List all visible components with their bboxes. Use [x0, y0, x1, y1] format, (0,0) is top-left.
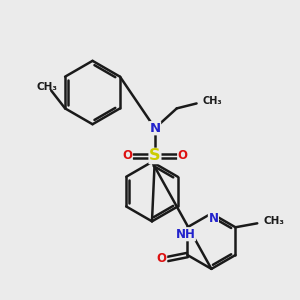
Text: O: O [122, 149, 132, 162]
Text: NH: NH [176, 228, 195, 241]
Text: S: S [149, 148, 161, 164]
Text: CH₃: CH₃ [202, 97, 222, 106]
Text: CH₃: CH₃ [263, 216, 284, 226]
Text: O: O [157, 253, 166, 266]
Text: O: O [178, 149, 188, 162]
Text: CH₃: CH₃ [37, 82, 58, 92]
Text: N: N [149, 122, 161, 135]
Text: N: N [208, 212, 218, 225]
